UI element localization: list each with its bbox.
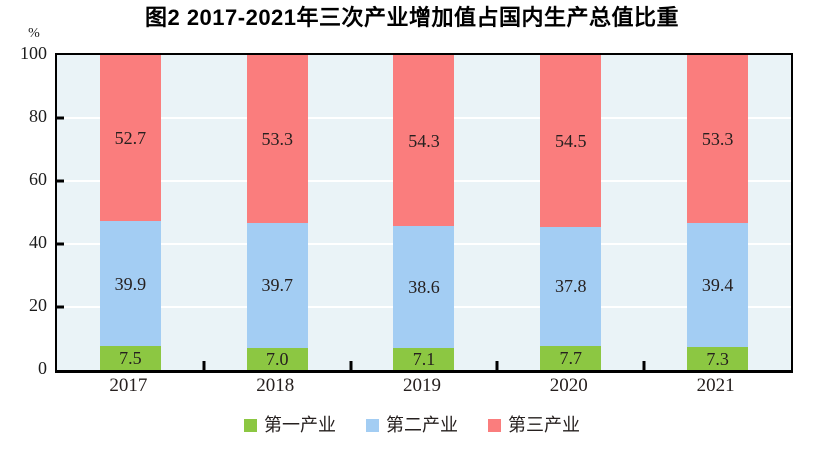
plot-area: 7.5 39.9 52.7 7.0 39.7 53.3 7.1 38.6 54.3 7.7 37.8… (55, 53, 793, 373)
bar-segment-2018-第二产业: 39.7 (246, 222, 308, 348)
bar-segment-2021-第三产业: 53.3 (687, 55, 749, 223)
bar-value-label: 52.7 (114, 127, 147, 148)
bar-stack-2018: 7.0 39.7 53.3 (246, 55, 308, 370)
y-axis-label-40: 40 (29, 232, 47, 252)
legend-swatch-icon (244, 418, 257, 432)
bar-value-label: 39.4 (701, 274, 734, 295)
bar-stack-2017: 7.5 39.9 52.7 (99, 55, 161, 370)
y-axis-label-100: 100 (20, 43, 47, 63)
bar-segment-2018-第一产业: 7.0 (246, 347, 308, 370)
x-boundary-tick-1 (202, 361, 206, 370)
bar-value-label: 53.3 (261, 128, 293, 149)
x-axis-label-2019: 2019 (403, 375, 441, 396)
bar-segment-2019-第二产业: 38.6 (393, 226, 455, 348)
legend: 第一产业 第二产业 第三产业 (0, 414, 824, 436)
x-axis-label-2021: 2021 (696, 375, 735, 396)
y-tick-20 (57, 305, 64, 309)
bar-value-label: 37.8 (555, 276, 587, 297)
y-axis-label-20: 20 (29, 295, 47, 315)
legend-swatch-icon (366, 418, 379, 432)
y-tick-40 (57, 242, 64, 246)
legend-label: 第一产业 (264, 415, 336, 435)
bar-column-2020: 7.7 37.8 54.5 (497, 55, 644, 370)
chart-title: 图2 2017-2021年三次产业增加值占国内生产总值比重 (144, 5, 680, 30)
bar-value-label: 7.1 (412, 348, 436, 369)
y-axis-label-60: 60 (29, 169, 47, 189)
bar-value-label: 53.3 (701, 128, 734, 149)
y-tick-80 (57, 116, 64, 120)
bar-segment-2019-第三产业: 54.3 (393, 55, 455, 227)
bar-segment-2017-第一产业: 7.5 (99, 346, 161, 370)
bar-column-2019: 7.1 38.6 54.3 (351, 55, 498, 370)
x-boundary-tick-3 (495, 361, 499, 370)
x-boundary-tick-2 (349, 361, 353, 370)
legend-swatch-icon (488, 418, 501, 432)
legend-item-第一产业: 第一产业 (244, 414, 336, 436)
bar-column-2021: 7.3 39.4 53.3 (644, 55, 791, 370)
y-axis-label-80: 80 (29, 106, 47, 126)
x-axis-label-2017: 2017 (109, 375, 148, 396)
bar-stack-2021: 7.3 39.4 53.3 (687, 55, 749, 370)
bar-segment-2021-第一产业: 7.3 (687, 347, 749, 370)
bar-segment-2017-第二产业: 39.9 (99, 220, 161, 347)
bar-stack-2020: 7.7 37.8 54.5 (540, 55, 602, 370)
bars-container: 7.5 39.9 52.7 7.0 39.7 53.3 7.1 38.6 54.3 7.7 37.8… (57, 55, 791, 370)
y-axis-label-0: 0 (38, 358, 47, 378)
y-axis-unit-label: % (28, 26, 40, 41)
bar-value-label: 7.5 (119, 348, 142, 369)
bar-value-label: 38.6 (408, 276, 440, 297)
bar-stack-2019: 7.1 38.6 54.3 (393, 55, 455, 370)
bar-segment-2017-第三产业: 52.7 (99, 55, 161, 221)
bar-segment-2020-第三产业: 54.5 (540, 55, 602, 227)
bar-value-label: 54.5 (555, 130, 587, 151)
y-tick-60 (57, 179, 64, 183)
bar-segment-2019-第一产业: 7.1 (393, 347, 455, 370)
bar-value-label: 39.7 (261, 275, 293, 296)
bar-segment-2018-第三产业: 53.3 (246, 55, 308, 223)
legend-item-第三产业: 第三产业 (488, 414, 580, 436)
bar-column-2017: 7.5 39.9 52.7 (57, 55, 204, 370)
bar-value-label: 7.0 (265, 348, 289, 369)
legend-item-第二产业: 第二产业 (366, 414, 458, 436)
x-axis-label-2020: 2020 (549, 375, 588, 396)
bar-value-label: 7.3 (706, 348, 729, 369)
bar-value-label: 54.3 (408, 130, 440, 151)
x-boundary-tick-4 (642, 361, 646, 370)
bar-value-label: 7.7 (559, 347, 583, 368)
bar-segment-2020-第一产业: 7.7 (540, 345, 602, 370)
legend-label: 第三产业 (508, 415, 580, 435)
x-axis-label-2018: 2018 (256, 375, 295, 396)
legend-label: 第二产业 (386, 415, 458, 435)
bar-segment-2021-第二产业: 39.4 (687, 222, 749, 347)
bar-column-2018: 7.0 39.7 53.3 (204, 55, 351, 370)
bar-value-label: 39.9 (114, 273, 147, 294)
bar-segment-2020-第二产业: 37.8 (540, 226, 602, 346)
